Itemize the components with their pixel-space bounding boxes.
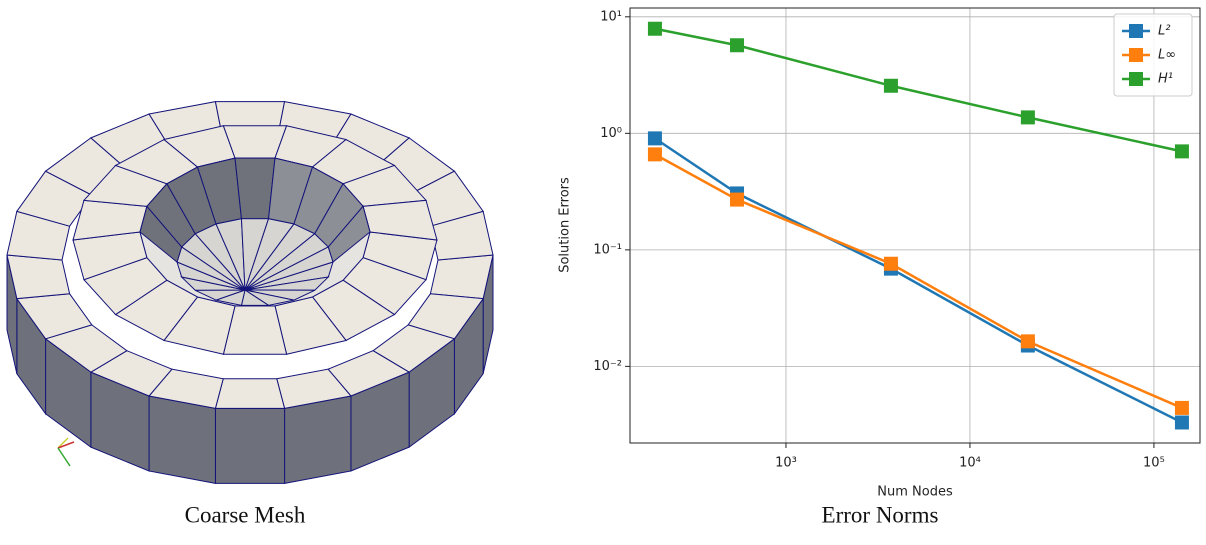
marker — [730, 192, 745, 207]
axis-triad — [57, 437, 75, 467]
mesh-wall — [327, 205, 371, 263]
caption: Coarse Mesh — [185, 502, 306, 527]
x-axis-label: Num Nodes — [877, 485, 953, 500]
legend-label: L² — [1158, 24, 1170, 39]
legend-label: H¹ — [1158, 72, 1173, 87]
mesh-face — [429, 210, 494, 261]
mesh-wall — [234, 157, 276, 220]
mesh-render — [6, 100, 494, 485]
y-tick-label: 10⁻¹ — [593, 242, 622, 257]
marker — [883, 78, 898, 93]
marker — [883, 256, 898, 271]
legend-label: L∞ — [1158, 48, 1176, 63]
legend-marker — [1129, 48, 1143, 62]
plot-frame — [629, 7, 1201, 444]
mesh-wall — [284, 395, 352, 485]
mesh-face — [6, 254, 71, 300]
y-tick-label: 10¹ — [600, 9, 622, 24]
legend-marker — [1129, 24, 1143, 38]
marker — [647, 147, 662, 162]
x-tick-label: 10⁴ — [959, 456, 981, 471]
mesh-face — [429, 254, 494, 300]
y-tick-label: 10⁰ — [600, 126, 622, 141]
marker — [730, 38, 745, 53]
caption: Error Norms — [822, 502, 939, 527]
marker — [647, 21, 662, 36]
mesh-face — [214, 378, 286, 409]
x-tick-label: 10³ — [775, 456, 797, 471]
marker — [1020, 110, 1035, 125]
y-axis-label: Solution Errors — [558, 177, 573, 273]
legend-marker — [1129, 72, 1143, 86]
x-tick-label: 10⁵ — [1143, 456, 1165, 471]
marker — [1174, 415, 1189, 430]
marker — [1174, 400, 1189, 415]
marker — [1174, 144, 1189, 159]
marker — [647, 131, 662, 146]
mesh-wall — [148, 395, 216, 485]
y-tick-label: 10⁻² — [593, 359, 622, 374]
mesh-wall — [214, 407, 286, 484]
marker — [1020, 334, 1035, 349]
